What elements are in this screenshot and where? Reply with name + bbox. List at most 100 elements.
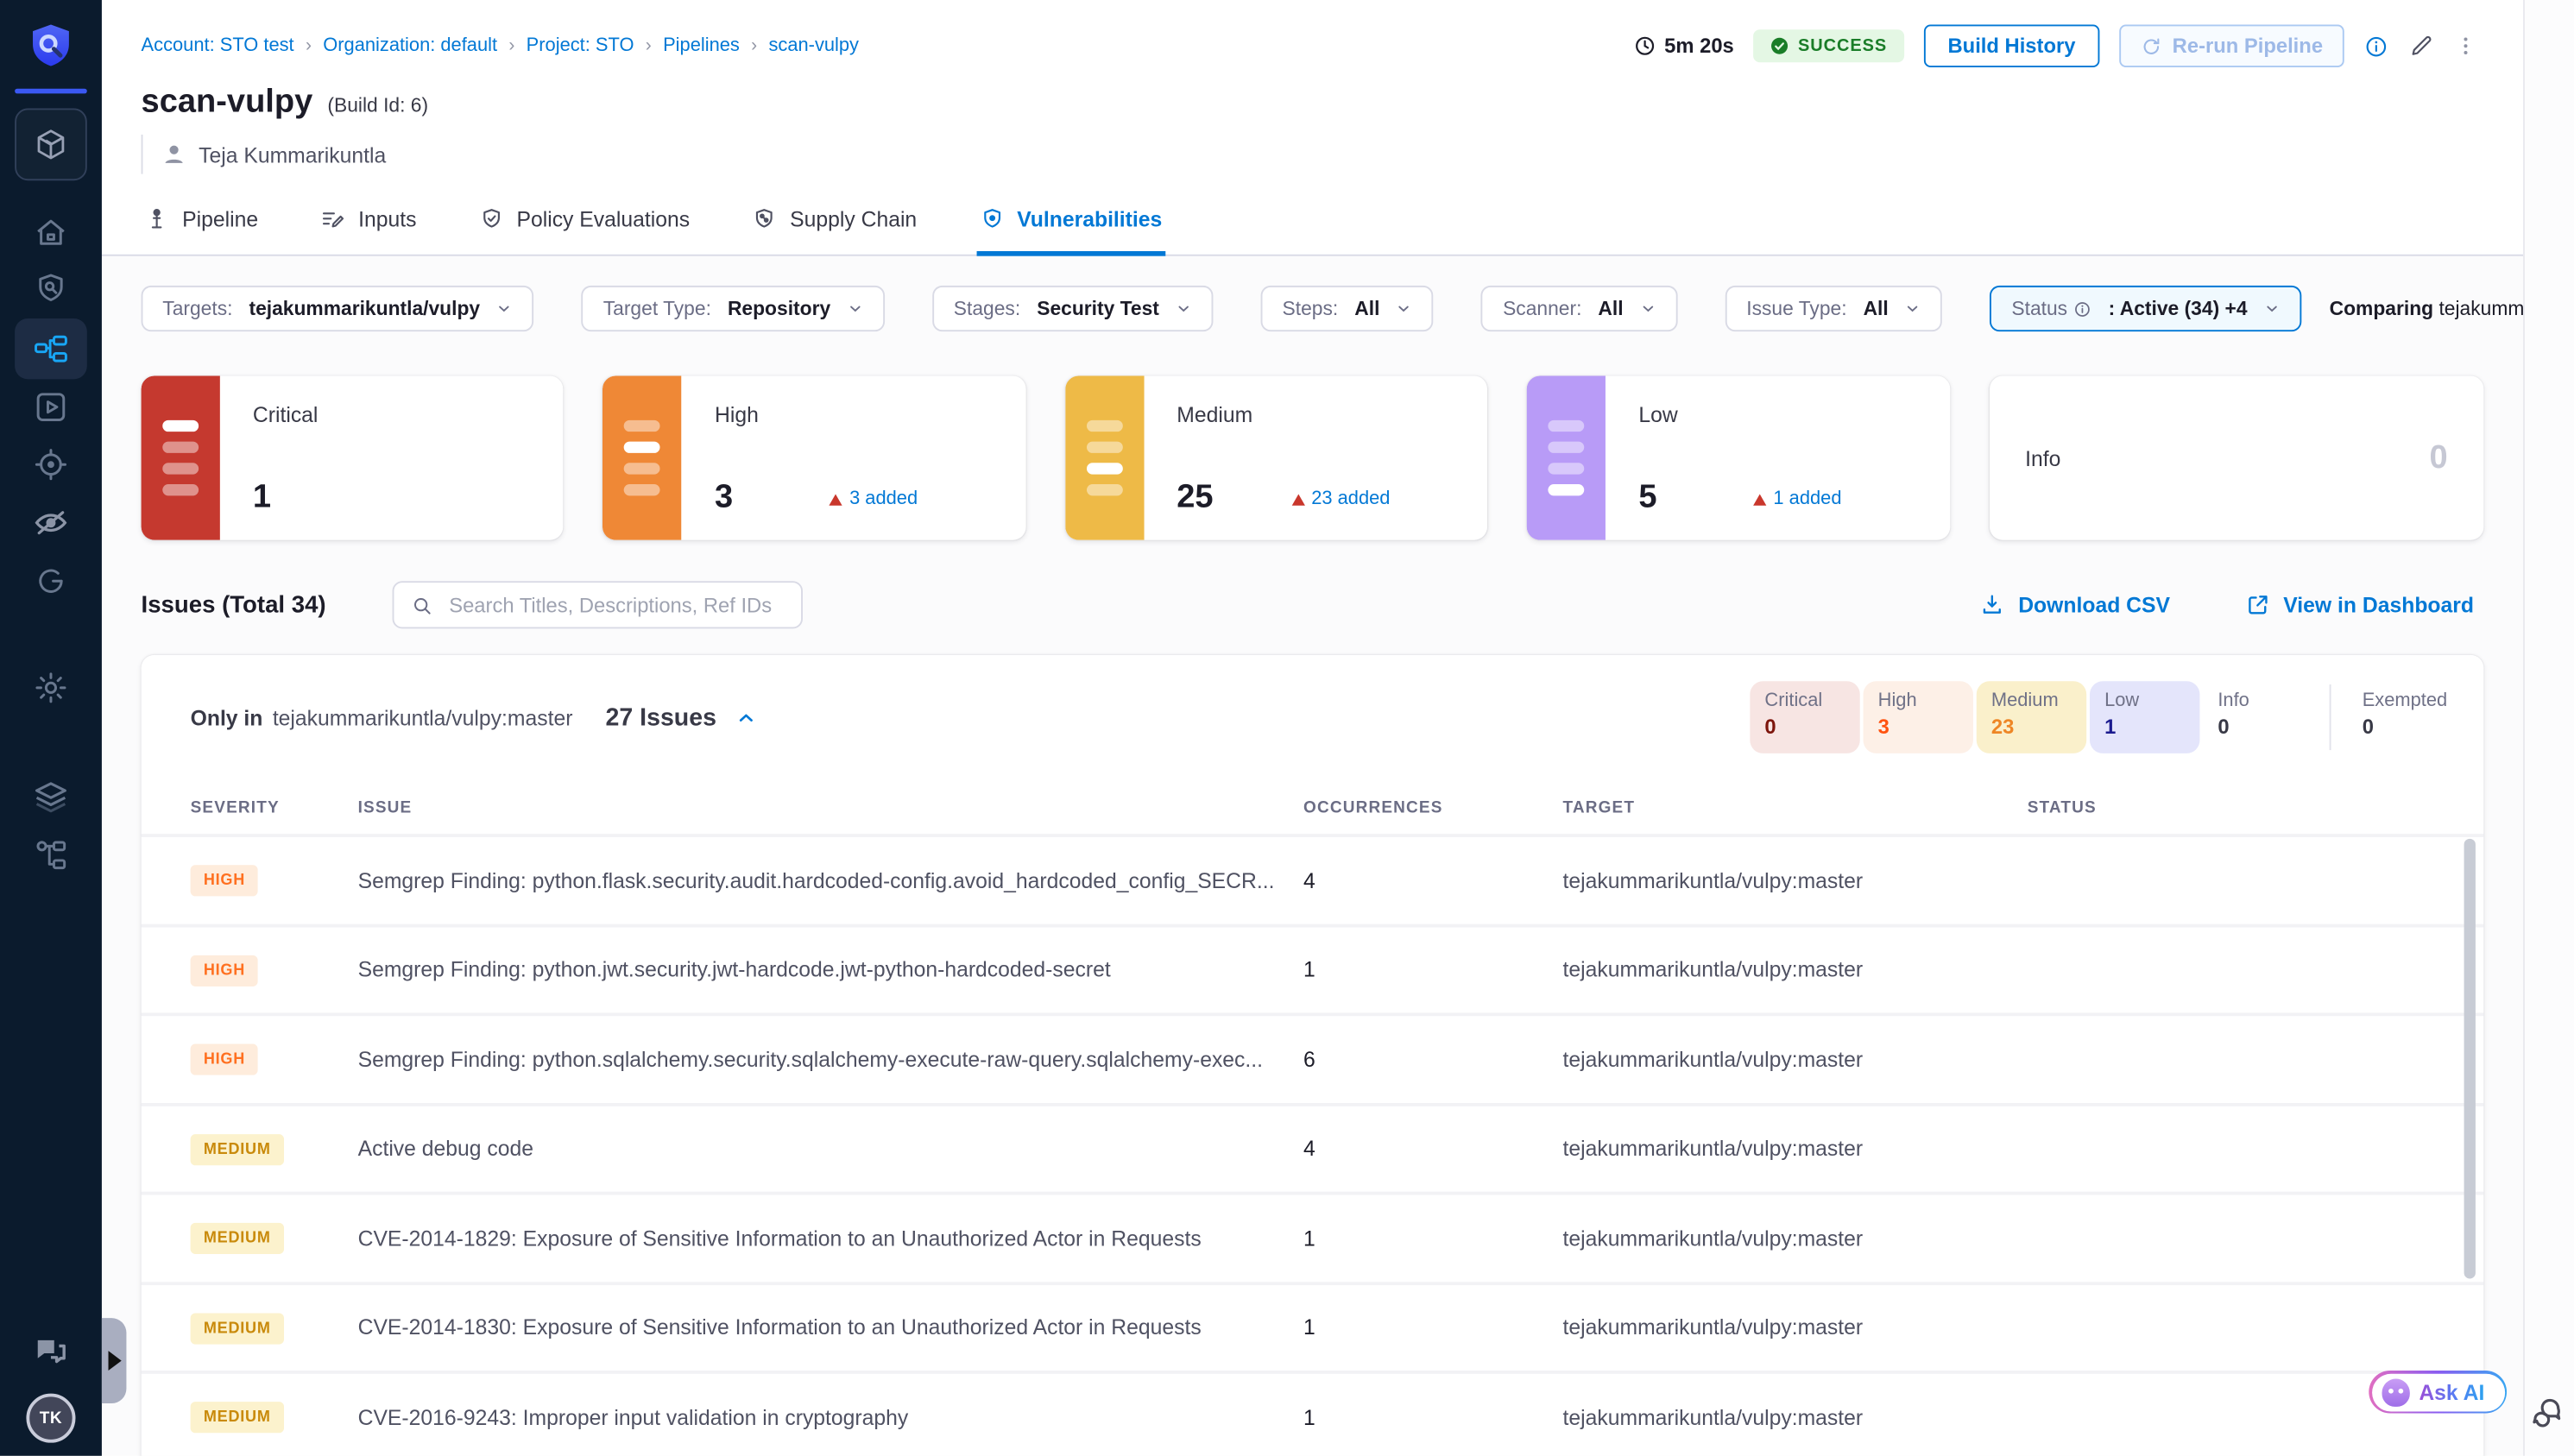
view-in-dashboard-button[interactable]: View in Dashboard: [2236, 591, 2483, 619]
kebab-menu-icon: [2454, 33, 2477, 59]
tab-supply-chain[interactable]: Supply Chain: [749, 191, 920, 256]
triangle-up-icon: [1753, 493, 1767, 505]
sidebar-item-security-review[interactable]: [32, 504, 70, 542]
page-title: scan-vulpy: [141, 83, 313, 120]
download-icon: [1980, 593, 2005, 618]
pipeline-tab-icon: [144, 207, 169, 232]
group-severity-summary: Critical 0 High 3 Medium 23 Low 1 Info 0 Exem…: [1750, 681, 2460, 753]
table-row[interactable]: MEDIUM CVE-2014-1829: Exposure of Sensit…: [141, 1191, 2484, 1282]
sidebar-item-executions[interactable]: [33, 389, 69, 425]
severity-chip: MEDIUM: [190, 1312, 284, 1345]
filter-scanner[interactable]: Scanner: All: [1481, 285, 1678, 332]
filter-issue-type[interactable]: Issue Type: All: [1725, 285, 1943, 332]
shield-search-icon: [33, 271, 69, 307]
avatar-initials: TK: [39, 1409, 63, 1428]
breadcrumb-separator: ›: [508, 35, 515, 56]
breadcrumb-account[interactable]: Account: STO test: [141, 35, 294, 56]
home-icon: [33, 215, 69, 251]
download-csv-button[interactable]: Download CSV: [1971, 591, 2180, 619]
build-history-button[interactable]: Build History: [1922, 24, 2100, 67]
ai-mascot-icon: [2381, 1377, 2409, 1406]
issues-title: Issues (Total 34): [141, 591, 326, 619]
breadcrumb-org[interactable]: Organization: default: [323, 35, 498, 56]
target-icon: [33, 446, 69, 482]
sidebar-item-hierarchy[interactable]: [33, 837, 69, 873]
table-row[interactable]: HIGH Semgrep Finding: python.jwt.securit…: [141, 923, 2484, 1013]
issue-title: Semgrep Finding: python.sqlalchemy.secur…: [357, 1046, 1264, 1072]
sidebar-expand-handle[interactable]: [101, 1318, 127, 1404]
occurrences-count: 1: [1303, 1226, 1315, 1251]
chat-bubbles-icon[interactable]: [2530, 1394, 2566, 1430]
table-row[interactable]: MEDIUM CVE-2014-1830: Exposure of Sensit…: [141, 1281, 2484, 1371]
sidebar-item-test-targets[interactable]: [33, 271, 69, 307]
issue-title: Semgrep Finding: python.jwt.security.jwt…: [357, 957, 1111, 982]
breadcrumb-pipelines[interactable]: Pipelines: [663, 35, 740, 56]
breadcrumb-project[interactable]: Project: STO: [526, 35, 634, 56]
tab-policy-evaluations[interactable]: Policy Evaluations: [476, 191, 693, 256]
edit-pipeline-button[interactable]: [2408, 33, 2434, 59]
help-chat-button[interactable]: ?: [31, 1331, 71, 1371]
tab-vulnerabilities[interactable]: Vulnerabilities: [975, 191, 1166, 256]
filter-targets[interactable]: Targets: tejakummarikuntla/vulpy: [141, 285, 534, 332]
filter-stages[interactable]: Stages: Security Test: [932, 285, 1214, 332]
tab-pipeline[interactable]: Pipeline: [142, 191, 262, 256]
shield-check-icon: [479, 207, 504, 232]
issues-group-header: Only in tejakummarikuntla/vulpy:master 2…: [142, 655, 2484, 777]
table-header: SEVERITY ISSUE OCCURRENCES TARGET STATUS: [190, 799, 2097, 818]
card-high[interactable]: High 3 3 added: [602, 375, 1026, 540]
cube-icon: [33, 126, 69, 162]
card-low[interactable]: Low 5 1 added: [1527, 375, 1950, 540]
sidebar-item-pipelines[interactable]: [15, 318, 87, 380]
user-avatar[interactable]: TK: [26, 1393, 76, 1443]
harness-sto-logo-icon[interactable]: [25, 22, 78, 74]
breadcrumb-current[interactable]: scan-vulpy: [768, 35, 859, 56]
help-chat-icon: ?: [31, 1331, 71, 1371]
shield-dot-icon: [979, 207, 1004, 232]
issues-search[interactable]: [391, 581, 803, 629]
sidebar-item-modules[interactable]: [32, 778, 70, 816]
issue-title: Active debug code: [357, 1136, 534, 1162]
executions-icon: [33, 389, 69, 425]
filter-steps[interactable]: Steps: All: [1260, 285, 1435, 332]
table-row[interactable]: HIGH Semgrep Finding: python.sqlalchemy.…: [141, 1012, 2484, 1102]
card-critical[interactable]: Critical 1: [141, 375, 565, 540]
search-input[interactable]: [445, 591, 785, 619]
critical-severity-bars-icon: [141, 375, 220, 540]
more-options-button[interactable]: [2454, 33, 2477, 59]
sidebar-item-settings[interactable]: [33, 670, 69, 706]
expand-arrow-icon: [107, 1351, 121, 1371]
tab-inputs[interactable]: Inputs: [318, 191, 420, 256]
table-scrollbar[interactable]: [2464, 838, 2476, 1279]
main-area: Account: STO test › Organization: default…: [101, 0, 2574, 1456]
org-nodes-icon: [33, 837, 69, 873]
critical-count: 1: [252, 479, 272, 516]
summary-exempted: Exempted 0: [2362, 690, 2448, 739]
issue-title: CVE-2016-9243: Improper input validation…: [357, 1404, 909, 1429]
severity-chip: MEDIUM: [190, 1402, 284, 1434]
module-selector-button[interactable]: [15, 108, 87, 181]
table-row[interactable]: HIGH Semgrep Finding: python.flask.secur…: [141, 834, 2484, 923]
issue-target: tejakummarikuntla/vulpy:master: [1562, 1136, 1864, 1162]
filter-target-type[interactable]: Target Type: Repository: [582, 285, 885, 332]
layers-icon: [32, 778, 70, 816]
card-info[interactable]: Info 0: [1989, 375, 2484, 540]
severity-chip: HIGH: [190, 955, 259, 986]
card-medium[interactable]: Medium 25 23 added: [1064, 375, 1488, 540]
pipeline-info-button[interactable]: [2364, 34, 2389, 59]
rerun-pipeline-button[interactable]: Re-run Pipeline: [2119, 24, 2344, 67]
issue-target: tejakummarikuntla/vulpy:master: [1562, 1404, 1864, 1429]
collapse-group-button[interactable]: [736, 707, 758, 728]
sidebar-item-get-started[interactable]: [33, 563, 69, 599]
table-row[interactable]: MEDIUM Active debug code 4 tejakummariku…: [141, 1102, 2484, 1192]
issue-title: CVE-2014-1829: Exposure of Sensitive Inf…: [357, 1226, 1202, 1251]
gear-icon: [33, 670, 69, 706]
table-row[interactable]: MEDIUM CVE-2016-9243: Improper input val…: [141, 1371, 2484, 1456]
ask-ai-button[interactable]: Ask AI: [2369, 1371, 2508, 1414]
filter-status[interactable]: Status : Active (34) +4: [1990, 285, 2302, 332]
sidebar-item-home[interactable]: [33, 215, 69, 251]
issue-target: tejakummarikuntla/vulpy:master: [1562, 1046, 1864, 1072]
sidebar-item-targets[interactable]: [33, 446, 69, 482]
severity-chip: HIGH: [190, 1044, 259, 1076]
info-icon: [2074, 299, 2092, 318]
